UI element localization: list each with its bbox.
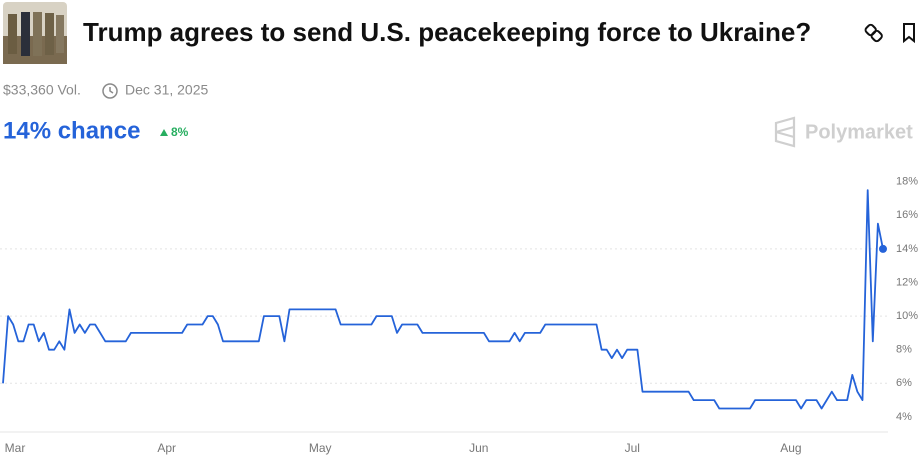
y-tick-label: 18% [896,176,918,188]
thumbnail [3,2,67,64]
last-point [879,244,887,253]
y-tick-label: 16% [896,209,918,221]
y-tick-label: 14% [896,243,918,255]
brand-logo [774,116,796,148]
change: 8% [171,125,189,139]
y-tick-label: 12% [896,276,918,288]
y-tick-label: 4% [896,411,912,423]
chance: 14% chance [3,117,140,144]
up-arrow [160,129,168,136]
y-tick-label: 6% [896,377,912,389]
x-tick-label: Mar [5,441,26,455]
clock-icon [102,83,118,99]
end-date: Dec 31, 2025 [125,82,208,98]
market-title: Trump agrees to send U.S. peacekeeping f… [83,17,811,47]
x-tick-label: Apr [157,441,176,455]
brand: Polymarket [805,121,913,143]
bookmark-icon[interactable] [903,23,915,44]
volume: $33,360 Vol. [3,82,81,98]
x-tick-label: Aug [780,441,801,455]
x-tick-label: May [309,441,332,455]
link-icon[interactable] [864,23,883,43]
y-tick-label: 8% [896,344,912,356]
y-tick-label: 10% [896,310,918,322]
x-tick-label: Jun [469,441,488,455]
x-tick-label: Jul [625,441,640,455]
price-line [2,189,884,410]
